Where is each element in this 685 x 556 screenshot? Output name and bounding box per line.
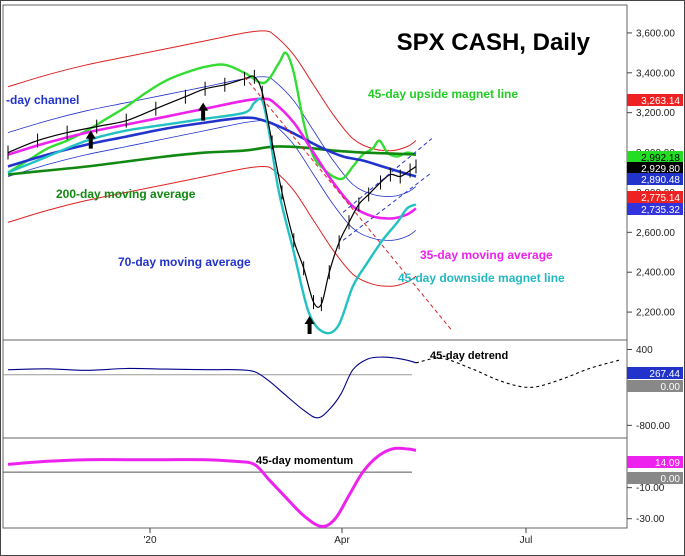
- rising-trendline-lower: [342, 172, 433, 241]
- detrend-label: 45-day detrend: [430, 350, 508, 362]
- detrend-line: [7, 356, 417, 419]
- y-tick-label: 2,600.00: [636, 228, 675, 239]
- last-value-badges: 3,263.14 2,992.182,929.802,890.48 2,775.14…: [627, 94, 683, 485]
- falling-trendline: [244, 76, 452, 331]
- series-200-day-moving-average: [7, 145, 417, 176]
- value-badge-label: 2,890.48: [641, 175, 680, 186]
- value-badge: [627, 367, 683, 379]
- value-badge-label: 0.00: [661, 474, 681, 485]
- series-layer: [3, 51, 620, 528]
- y-tick-label: 2,400.00: [636, 268, 675, 279]
- channel-band-2: [7, 76, 417, 197]
- cycle-low-arrow-0: [85, 130, 96, 149]
- momentum-line: [7, 446, 417, 528]
- value-badge: [627, 151, 683, 163]
- x-tick-apr: Apr: [334, 535, 350, 546]
- y-tick-label: 400: [636, 345, 653, 356]
- value-badge-label: 2,735.32: [641, 205, 680, 216]
- annotation-35-day-ma: 35-day moving average: [420, 248, 553, 262]
- value-badge: [627, 162, 683, 174]
- value-badge: [627, 472, 683, 484]
- y-tick-label: 3,400.00: [636, 68, 675, 79]
- value-badge: [627, 173, 683, 185]
- series-45-day-downside-magnet-line: [7, 97, 417, 335]
- momentum-label: 45-day momentum: [256, 455, 353, 467]
- rising-trendline-upper: [342, 138, 433, 213]
- channel-band-0: [7, 30, 417, 152]
- value-badge: [627, 191, 683, 203]
- value-badge: [627, 203, 683, 215]
- cycle-low-arrow-1: [198, 102, 209, 121]
- value-badge-label: 2,775.14: [641, 193, 680, 204]
- chart-title: SPX CASH, Daily: [397, 29, 591, 56]
- y-tick-label: 3,600.00: [636, 28, 675, 39]
- annotation-day-channel: -day channel: [6, 93, 79, 107]
- value-badge: [627, 380, 683, 392]
- y-tick-label: -800.00: [636, 421, 670, 432]
- series-35-day-moving-average: [7, 97, 417, 220]
- x-tick-20: '20: [143, 535, 156, 546]
- series-45-day-upside-magnet-line: [7, 51, 417, 181]
- x-tick-jul: Jul: [520, 535, 533, 546]
- value-badge-label: 14.09: [655, 458, 680, 469]
- value-badge-label: 2,929.80: [641, 164, 680, 175]
- annotation-upside-magnet: 45-day upside magnet line: [368, 87, 518, 101]
- value-badge-label: 2,992.18: [641, 153, 680, 164]
- y-tick-label: -30.00: [636, 514, 665, 525]
- y-tick-label: 2,200.00: [636, 308, 675, 319]
- value-badge-label: 3,263.14: [641, 96, 680, 107]
- y-tick-label: 3,200.00: [636, 108, 675, 119]
- y-tick-label: -10.00: [636, 483, 665, 494]
- value-badge-label: 0.00: [661, 382, 681, 393]
- price-line: [7, 75, 417, 308]
- series-70-day-moving-average: [7, 116, 417, 178]
- annotation-200-day-ma: 200-day moving average: [56, 187, 196, 201]
- value-badge-label: 267.44: [649, 369, 680, 380]
- annotation-downside-magnet: 45-day downside magnet line: [398, 271, 565, 285]
- value-badge: [627, 456, 683, 468]
- cycle-low-arrow-2: [304, 316, 315, 335]
- value-badge: [627, 94, 683, 106]
- annotation-70-day-ma: 70-day moving average: [118, 255, 251, 269]
